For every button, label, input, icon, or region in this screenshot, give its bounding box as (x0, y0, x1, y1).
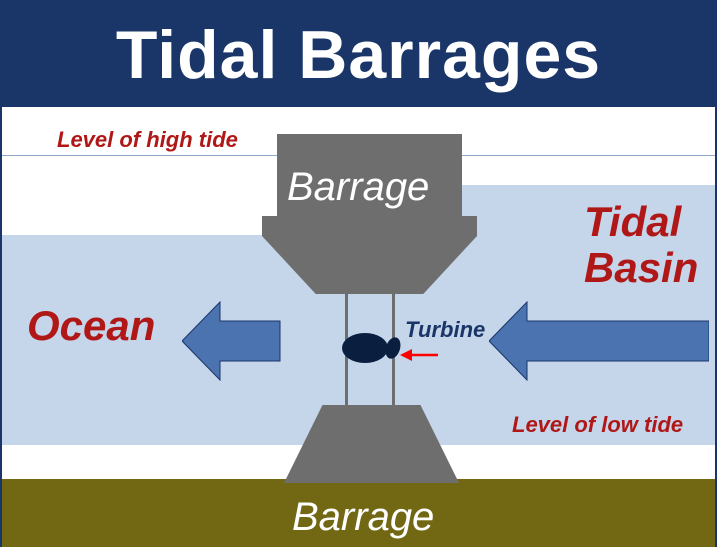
barrage-top-shape (262, 134, 477, 294)
diagram-area: Level of high tide Barrage Ocean Tidal B… (2, 107, 715, 549)
turbine-pointer-arrow (400, 347, 440, 363)
basin-label-line2: Basin (584, 244, 698, 291)
ocean-label: Ocean (27, 302, 155, 350)
diagram-container: Tidal Barrages Level of high tide Barrag… (0, 0, 717, 547)
barrage-top-funnel (262, 236, 477, 294)
header-title: Tidal Barrages (116, 16, 601, 94)
low-tide-label: Level of low tide (512, 412, 683, 438)
turbine-icon (342, 333, 388, 363)
barrage-top-step (262, 216, 477, 236)
high-tide-label: Level of high tide (57, 127, 238, 153)
barrage-top-label: Barrage (287, 165, 429, 210)
flow-arrow-right (489, 301, 709, 381)
barrage-bottom-label: Barrage (292, 495, 434, 540)
turbine-label: Turbine (405, 317, 485, 343)
flow-arrow-left (182, 301, 282, 381)
basin-label-line1: Tidal (584, 198, 681, 245)
header-bar: Tidal Barrages (2, 2, 715, 107)
basin-label: Tidal Basin (584, 199, 698, 291)
